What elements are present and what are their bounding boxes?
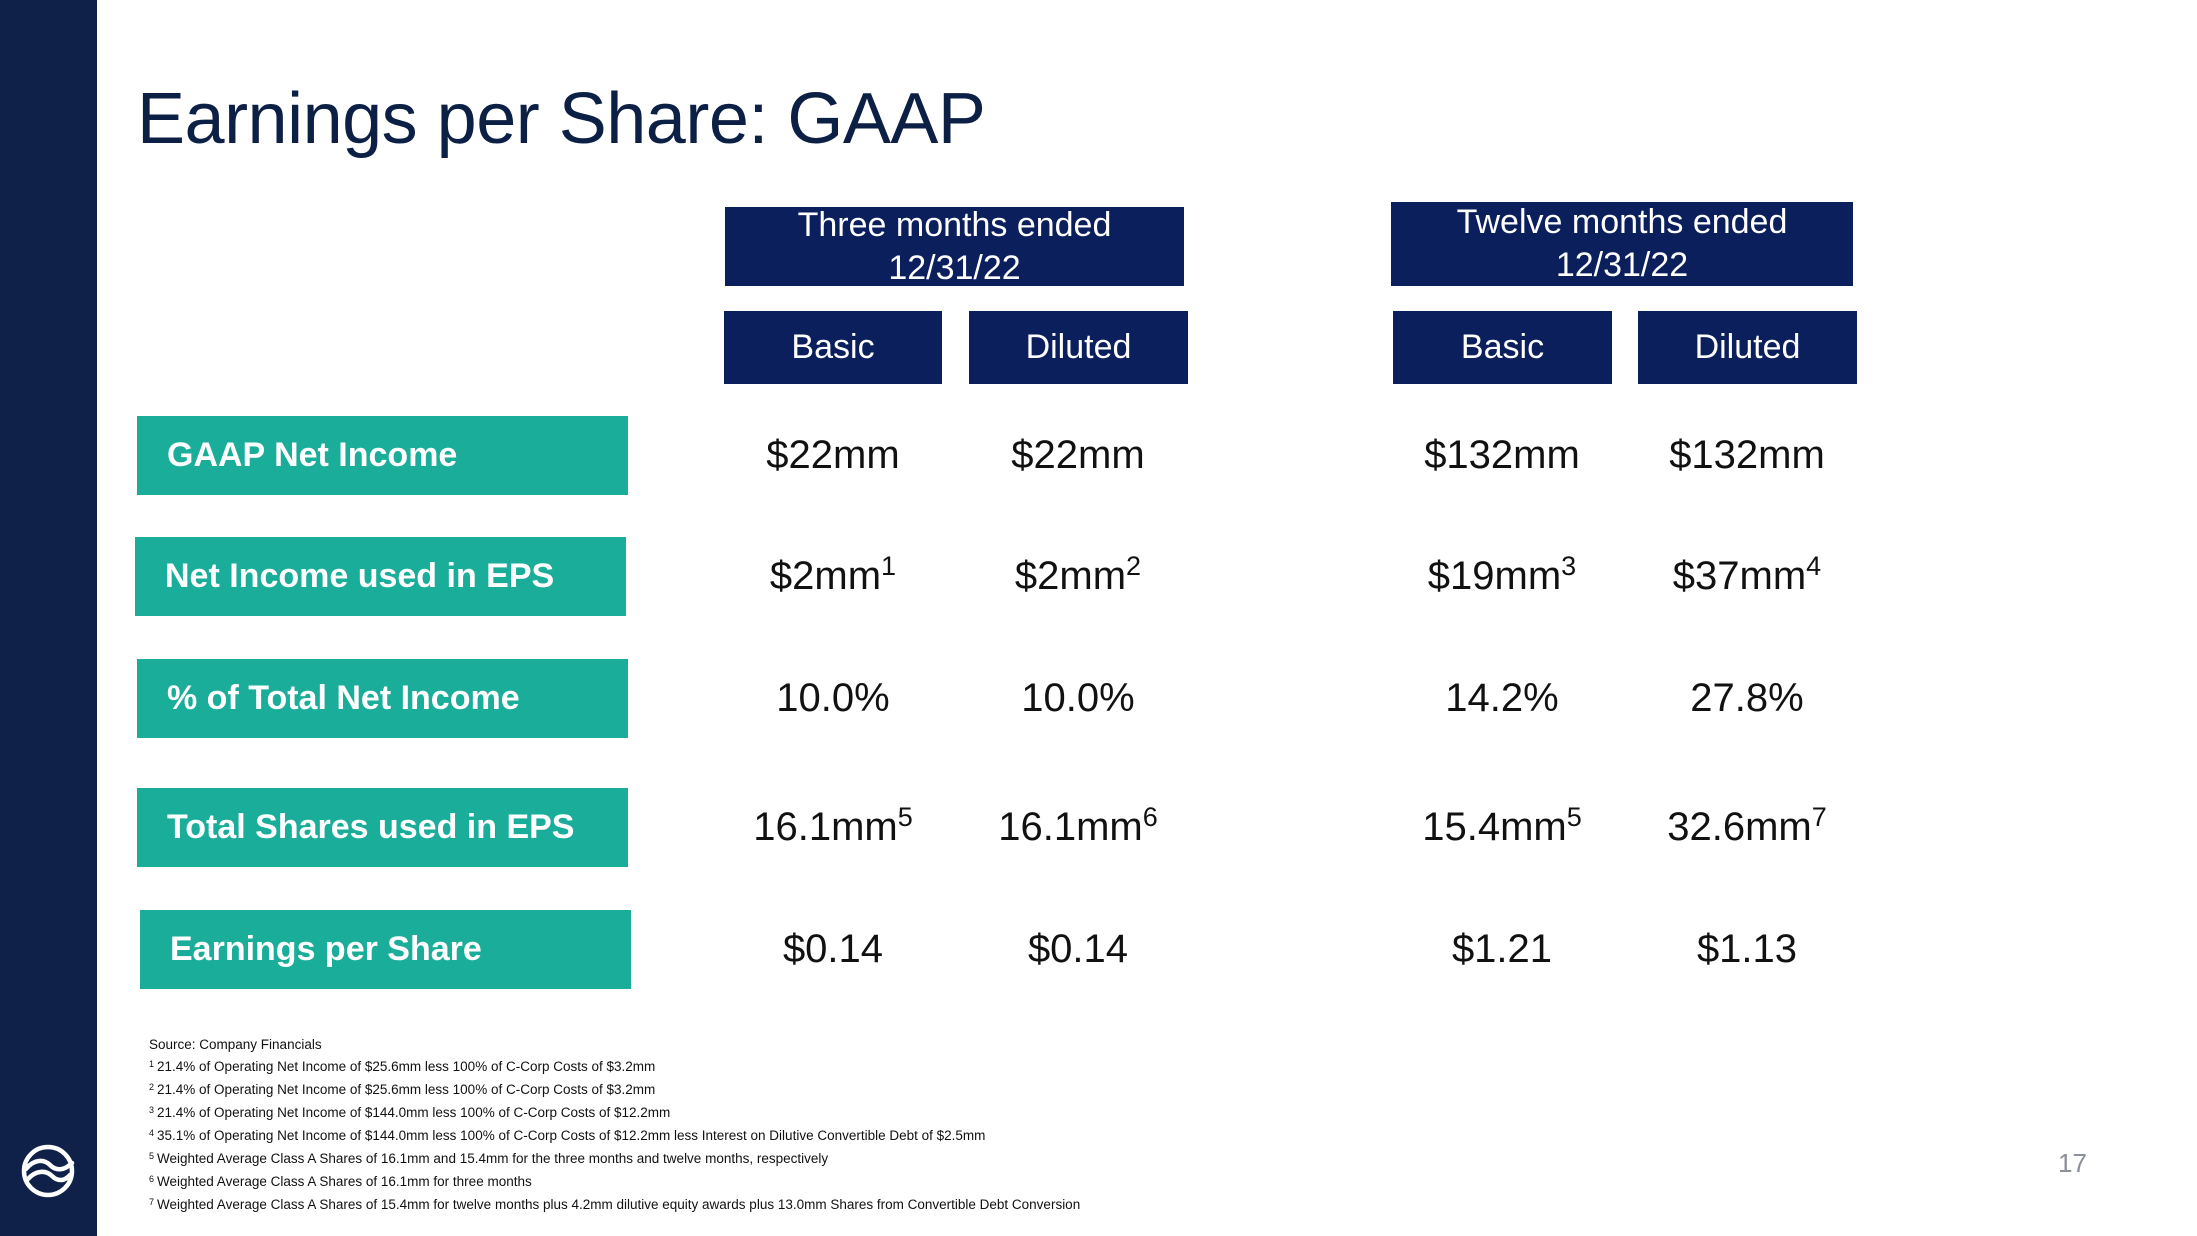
value-cell: $132mm	[1669, 433, 1825, 477]
value-cell: $1.21	[1451, 927, 1553, 971]
footnotes: Source: Company Financials 1 21.4% of Ope…	[149, 1034, 1080, 1217]
period-three-months-line2: 12/31/22	[888, 248, 1021, 287]
footnote-item: 4 35.1% of Operating Net Income of $144.0…	[149, 1128, 986, 1143]
value-cell: $2mm1	[769, 551, 897, 598]
value-cell: 16.1mm6	[998, 802, 1158, 849]
period-twelve-months-line2: 12/31/22	[1555, 246, 1689, 284]
wave-logo-icon	[21, 1144, 75, 1198]
value-cell: 32.6mm7	[1667, 802, 1827, 849]
col-header-q-basic: Basic	[724, 311, 942, 384]
value-cell: 10.0%	[776, 676, 890, 720]
footnote-item: 2 21.4% of Operating Net Income of $25.6m…	[149, 1082, 656, 1097]
period-twelve-months-line1: Twelve months ended	[1456, 203, 1788, 241]
value-cell: $0.14	[782, 927, 884, 971]
value-cell: 27.8%	[1690, 676, 1804, 720]
value-cell: $132mm	[1424, 433, 1580, 477]
value-cell: 14.2%	[1445, 676, 1559, 720]
value-cell: $22mm	[1011, 433, 1145, 477]
footnote-item: 6 Weighted Average Class A Shares of 16.1…	[149, 1174, 532, 1189]
period-three-months-line1: Three months ended	[797, 205, 1112, 244]
value-cell: $2mm2	[1014, 551, 1142, 598]
footnote-source: Source: Company Financials	[149, 1037, 322, 1052]
value-cell: $1.13	[1696, 927, 1798, 971]
footnote-item: 3 21.4% of Operating Net Income of $144.0…	[149, 1105, 671, 1120]
value-cell: 15.4mm5	[1422, 802, 1582, 849]
value-cell: 16.1mm5	[753, 802, 913, 849]
period-header-three-months: Three months ended 12/31/22	[725, 205, 1184, 287]
row-label-gaap-net-income: GAAP Net Income	[137, 416, 628, 495]
row-label-total-shares-eps: Total Shares used in EPS	[137, 788, 628, 867]
sidebar-band	[0, 0, 97, 1236]
value-cell: 10.0%	[1021, 676, 1135, 720]
value-cell: $0.14	[1027, 927, 1129, 971]
footnote-item: 5 Weighted Average Class A Shares of 16.1…	[149, 1151, 829, 1166]
col-header-q-diluted: Diluted	[969, 311, 1188, 384]
col-header-y-diluted: Diluted	[1638, 311, 1857, 384]
row-label-pct-total-net-income: % of Total Net Income	[137, 659, 628, 738]
value-cell: $22mm	[766, 433, 900, 477]
row-label-earnings-per-share: Earnings per Share	[140, 910, 631, 989]
value-cell: $19mm3	[1427, 551, 1577, 598]
value-cell: $37mm4	[1672, 551, 1822, 598]
page-title: Earnings per Share: GAAP	[137, 79, 986, 159]
footnote-item: 1 21.4% of Operating Net Income of $25.6m…	[149, 1059, 656, 1074]
period-header-twelve-months: Twelve months ended 12/31/22	[1391, 202, 1853, 286]
page-number: 17	[2058, 1148, 2087, 1178]
row-label-net-income-eps: Net Income used in EPS	[135, 537, 626, 616]
col-header-y-basic: Basic	[1393, 311, 1612, 384]
footnote-item: 7 Weighted Average Class A Shares of 15.4…	[149, 1197, 1081, 1212]
